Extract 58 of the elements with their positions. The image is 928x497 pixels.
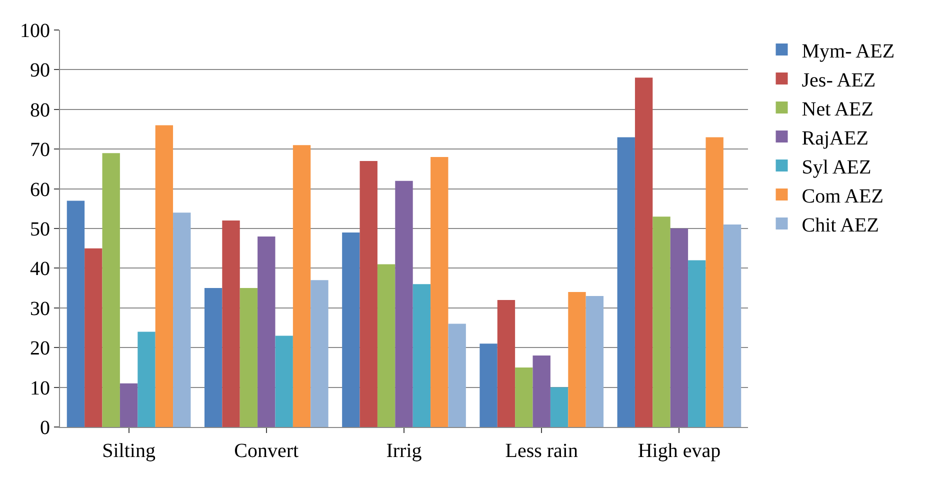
- legend-label: Jes- AEZ: [802, 69, 876, 92]
- y-tick-label: 40: [30, 258, 50, 280]
- bar: [360, 161, 378, 427]
- legend-label: RajAEZ: [802, 127, 868, 150]
- bar: [568, 292, 586, 427]
- y-tick-label: 60: [30, 178, 50, 201]
- bar: [102, 153, 120, 427]
- legend-label: Chit AEZ: [802, 214, 879, 236]
- bar: [670, 228, 688, 427]
- bar: [617, 137, 635, 427]
- legend-label: Net AEZ: [802, 98, 874, 120]
- bar: [448, 324, 466, 427]
- bar: [84, 248, 102, 427]
- y-tick-label: 90: [30, 60, 50, 82]
- bar: [652, 216, 670, 427]
- bar: [275, 336, 293, 427]
- bar: [480, 344, 498, 427]
- y-tick-label: 70: [30, 139, 50, 162]
- bar: [240, 288, 258, 427]
- y-tick-label: 0: [40, 417, 50, 439]
- bar: [155, 125, 174, 427]
- bar: [497, 300, 516, 427]
- x-tick-label: Convert: [234, 440, 300, 462]
- bar: [532, 356, 550, 427]
- legend-label: Com AEZ: [802, 185, 884, 208]
- bar: [586, 296, 604, 427]
- y-tick-label: 80: [30, 99, 50, 122]
- bar: [688, 260, 706, 427]
- bar: [120, 383, 138, 427]
- legend-label: Syl AEZ: [802, 156, 872, 178]
- bar: [550, 387, 568, 427]
- bar: [706, 137, 724, 427]
- y-tick-label: 50: [30, 218, 50, 240]
- bar: [222, 220, 240, 427]
- bar: [292, 145, 311, 427]
- x-tick-label: High evap: [638, 440, 721, 462]
- bar: [204, 288, 222, 427]
- bar: [173, 212, 191, 427]
- bar: [430, 157, 448, 427]
- y-tick-label: 20: [30, 338, 50, 360]
- x-tick-label: Less rain: [505, 440, 578, 462]
- y-tick-label: 30: [30, 298, 50, 320]
- legend-label: Mym- AEZ: [802, 40, 895, 62]
- bar: [258, 236, 276, 427]
- bar: [310, 280, 328, 427]
- bar: [377, 264, 396, 427]
- bar: [634, 78, 653, 427]
- bar: [66, 200, 85, 427]
- x-tick-label: Irrig: [386, 440, 422, 462]
- bar: [138, 332, 156, 427]
- x-tick-label: Silting: [102, 440, 156, 462]
- bar: [395, 180, 413, 427]
- bar: [515, 367, 533, 427]
- bar: [342, 232, 360, 427]
- y-tick-label: 10: [30, 377, 50, 400]
- y-tick-label: 100: [20, 20, 50, 42]
- bar: [412, 284, 431, 427]
- bar: [723, 224, 742, 427]
